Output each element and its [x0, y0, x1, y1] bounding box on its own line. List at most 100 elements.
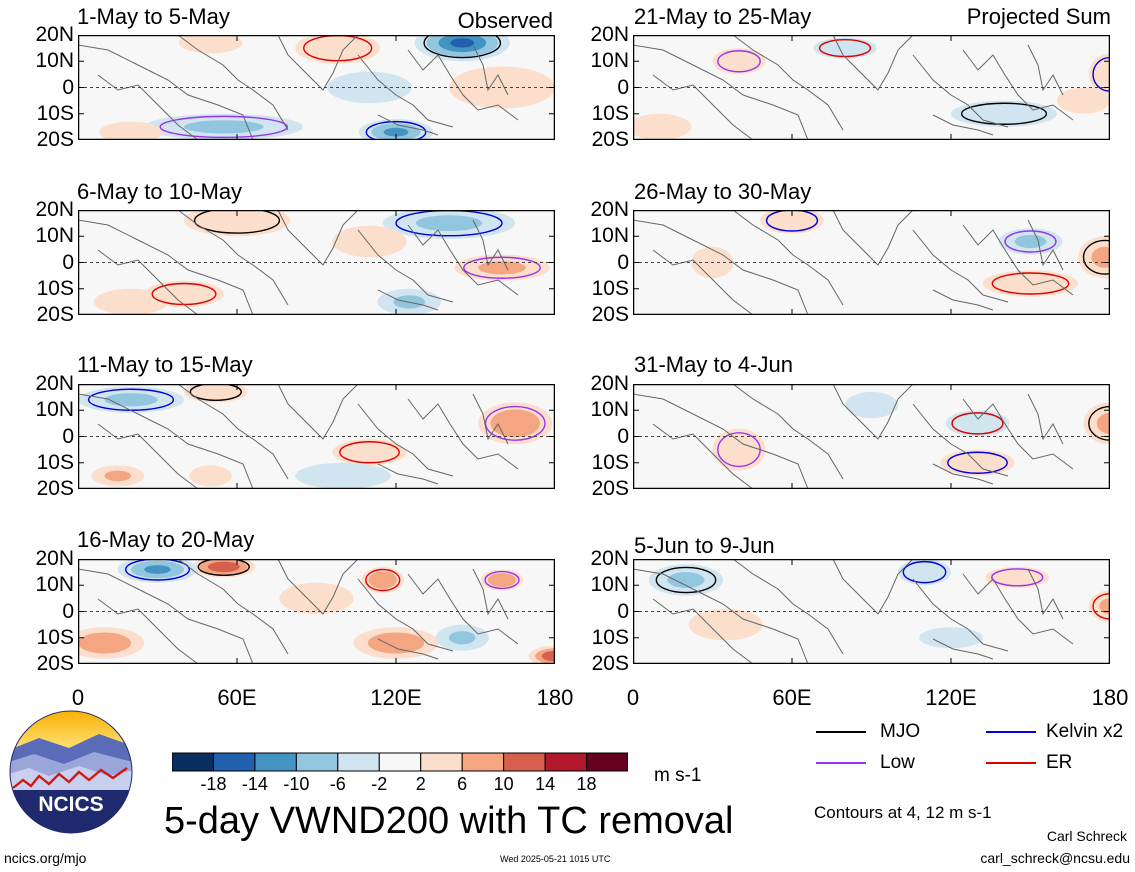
x-tick-label: 60E [217, 685, 257, 710]
coastline [633, 568, 809, 664]
coastline [912, 54, 1009, 128]
coastline [633, 219, 809, 315]
anomaly-mark [712, 428, 766, 471]
y-tick-label: 20S [36, 128, 74, 151]
colorbar-swatch [295, 752, 339, 772]
coastline [962, 398, 1074, 470]
y-tick-label: 0 [617, 424, 629, 448]
y-tick-label: 10N [590, 398, 629, 422]
coastline [78, 219, 254, 315]
wave-contour [423, 35, 502, 59]
coastline [377, 114, 439, 136]
colorbar-swatch [461, 752, 505, 772]
coastline [407, 398, 519, 470]
colorbar-swatch [172, 752, 214, 772]
y-tick-label: 20N [590, 198, 629, 221]
coastline [377, 638, 439, 660]
y-tick-label: 10N [35, 224, 74, 248]
author-email: carl_schreck@ncsu.edu [980, 850, 1130, 866]
anomaly-mark [898, 559, 951, 586]
y-tick-label: 10S [36, 101, 74, 125]
anomaly-mark [1006, 276, 1055, 291]
colorbar-swatch [212, 752, 256, 772]
panel-title: 1-May to 5-May [77, 4, 230, 29]
colorbar-label: 2 [415, 774, 426, 794]
coastline [177, 210, 289, 306]
timestamp: Wed 2025-05-21 1015 UTC [500, 854, 611, 864]
anomaly-mark [104, 393, 158, 407]
coastline [277, 559, 359, 615]
anomaly-mark [945, 410, 1010, 437]
anomaly-mark [144, 565, 171, 574]
panel-title: 16-May to 20-May [77, 527, 255, 552]
colorbar [172, 752, 628, 772]
coastline [177, 559, 289, 655]
coastline [357, 578, 454, 652]
colorbar-label: -2 [371, 774, 388, 794]
y-tick-label: 10N [590, 573, 629, 597]
colorbar-swatch [254, 752, 297, 772]
x-tick-label: 120E [925, 685, 977, 710]
anomaly-mark [199, 386, 232, 398]
anomaly-mark [1099, 598, 1110, 615]
y-tick-label: 20N [35, 547, 74, 570]
y-tick-label: 20N [35, 372, 74, 395]
coastline [407, 224, 519, 296]
map-panel-8 [633, 559, 1110, 664]
wave-contour [717, 50, 761, 73]
x-tick-label: 0 [626, 685, 640, 710]
panel-title: 26-May to 30-May [634, 179, 812, 204]
map-panel-1 [78, 35, 555, 140]
y-tick-label: 20N [35, 23, 74, 46]
y-tick-label: 10S [36, 625, 74, 649]
wave-contour [484, 570, 520, 590]
y-tick-label: 20N [590, 23, 629, 46]
map-panel-6 [633, 210, 1110, 315]
wave-contour [365, 120, 427, 140]
y-tick-label: 0 [62, 75, 74, 99]
wave-contour [125, 559, 190, 581]
wave-contour [189, 384, 242, 401]
coastline [912, 403, 1009, 477]
wave-contour [1004, 230, 1057, 253]
y-tick-label: 0 [62, 424, 74, 448]
anomaly-mark [104, 470, 131, 482]
coastline [472, 219, 509, 271]
anomaly-mark [449, 631, 476, 645]
wave-contour [1082, 239, 1110, 275]
panel-title: 5-Jun to 9-Jun [634, 533, 775, 558]
y-tick-label: 10S [36, 450, 74, 474]
coastline [1027, 393, 1064, 445]
legend-label-er: ER [1046, 752, 1073, 773]
y-tick-label: 20N [590, 372, 629, 395]
anomaly-mark [1057, 87, 1110, 114]
coastline [472, 393, 509, 445]
y-tick-label: 10S [591, 101, 629, 125]
y-tick-label: 0 [62, 250, 74, 274]
coastline [732, 384, 844, 480]
coastline [1027, 44, 1064, 96]
coastline [912, 229, 1009, 303]
anomaly-mark [450, 38, 475, 48]
coastline [962, 49, 1074, 121]
anomaly-mark [1014, 234, 1047, 249]
coastline [1027, 219, 1064, 271]
ncics-logo: NCICS [9, 710, 133, 834]
source-url[interactable]: ncics.org/mjo [4, 850, 87, 866]
wave-contour [197, 559, 250, 576]
wave-contour [655, 566, 717, 594]
map-panel-5 [633, 35, 1110, 140]
legend-line-kelvin [986, 731, 1036, 733]
anomaly-mark [295, 462, 391, 489]
colorbar-swatch [586, 752, 628, 772]
colorbar-label: 10 [493, 774, 514, 794]
y-tick-label: 20N [35, 198, 74, 221]
y-tick-label: 10N [35, 49, 74, 73]
coastline [962, 224, 1074, 296]
anomaly-mark [688, 608, 763, 641]
y-tick-label: 20S [591, 652, 629, 675]
coastline [962, 573, 1074, 645]
coastline [732, 559, 844, 655]
anomaly-mark [327, 71, 412, 104]
legend-line-low [816, 762, 866, 764]
